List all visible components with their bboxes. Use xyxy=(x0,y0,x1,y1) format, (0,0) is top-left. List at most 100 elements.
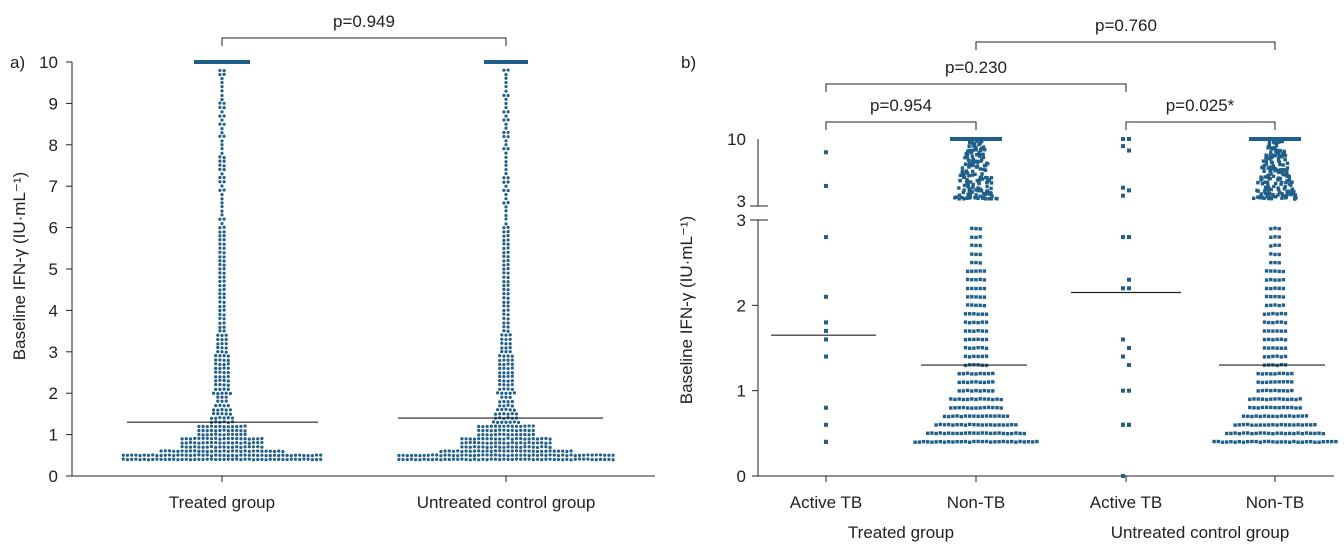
panel-b-point-nontb-upper xyxy=(1285,172,1289,176)
panel-a-point xyxy=(222,267,226,271)
panel-b-point-nontb-upper xyxy=(981,152,985,157)
panel-b-bracket-untreated xyxy=(1125,121,1276,130)
panel-b-point-active-treated xyxy=(824,320,828,325)
panel-b-point-nontb xyxy=(970,397,974,401)
panel-b-point-nontb-upper xyxy=(1262,163,1266,168)
panel-a-point xyxy=(506,329,510,333)
panel-a-point xyxy=(500,333,504,337)
panel-a-point xyxy=(209,416,214,420)
panel-b-point-nontb xyxy=(980,320,984,324)
panel-b-point-nontb xyxy=(1258,440,1262,444)
panel-b-point-nontb xyxy=(1246,414,1250,418)
panel-b-point-nontb-upper xyxy=(968,180,973,184)
panel-a-point xyxy=(193,453,197,457)
panel-a-point xyxy=(222,441,226,445)
panel-b-point-nontb xyxy=(976,439,980,444)
panel-a-point xyxy=(527,453,531,458)
panel-a-point xyxy=(220,139,224,143)
panel-b-point-nontb xyxy=(999,406,1003,410)
panel-a-point xyxy=(506,374,510,379)
panel-a-y-tick-label: 7 xyxy=(49,177,58,196)
panel-a-points xyxy=(121,60,615,462)
panel-b-point-nontb xyxy=(942,414,947,419)
panel-b-point-nontb xyxy=(963,320,968,324)
panel-a-point xyxy=(205,425,209,429)
panel-a-point xyxy=(293,457,298,461)
panel-a-point xyxy=(504,342,508,346)
panel-b-point-nontb-upper xyxy=(977,150,981,155)
panel-b-point-nontb xyxy=(1273,269,1277,273)
panel-a-point xyxy=(201,428,205,433)
panel-b-point-nontb xyxy=(1281,295,1286,299)
panel-a-point xyxy=(504,114,508,118)
panel-b-point-nontb xyxy=(978,243,982,248)
panel-b-point-nontb-upper xyxy=(990,194,994,198)
panel-a-point xyxy=(218,305,222,309)
panel-a-point xyxy=(544,449,548,453)
panel-b-point-nontb xyxy=(1334,439,1338,444)
panel-b-point-nontb xyxy=(1271,414,1275,419)
panel-b-point-nontb xyxy=(1260,405,1265,410)
panel-a-point xyxy=(510,362,514,366)
panel-b-point-nontb-upper xyxy=(1265,180,1270,184)
panel-a-point xyxy=(519,457,523,461)
panel-b-point-active-untreated xyxy=(1121,235,1125,240)
panel-b-point-nontb xyxy=(965,388,970,393)
panel-b-point-nontb xyxy=(942,431,947,436)
panel-a-point xyxy=(493,441,498,445)
panel-b-point-nontb xyxy=(972,414,976,418)
panel-a-point xyxy=(239,424,243,428)
panel-b-point-nontb xyxy=(1281,397,1286,401)
panel-b-point-nontb xyxy=(1275,337,1279,342)
panel-a-point xyxy=(523,428,527,432)
panel-a-point xyxy=(243,437,247,441)
panel-a-point xyxy=(222,156,226,160)
panel-b-point-nontb xyxy=(1296,431,1300,435)
panel-b-point-nontb-upper xyxy=(983,148,987,152)
panel-b-point-nontb xyxy=(986,405,991,410)
panel-b-point-nontb xyxy=(1273,388,1277,393)
panel-b-point-nontb xyxy=(963,346,968,350)
panel-b-point-nontb xyxy=(1290,405,1294,410)
panel-a-point xyxy=(506,135,510,139)
panel-a-point xyxy=(214,354,218,358)
panel-b-point-nontb xyxy=(934,431,938,436)
panel-a-point xyxy=(504,395,508,399)
panel-a-point xyxy=(544,453,548,457)
panel-b-point-nontb xyxy=(1250,423,1254,427)
panel-b-point-nontb xyxy=(1281,286,1286,291)
panel-b-point-nontb xyxy=(1264,405,1269,410)
panel-b-point-nontb-upper xyxy=(974,147,978,151)
panel-a-point xyxy=(220,118,224,122)
panel-a-point xyxy=(222,246,226,250)
panel-a-point xyxy=(218,358,222,362)
panel-a-point xyxy=(468,437,472,441)
panel-a-point xyxy=(218,292,222,296)
panel-b-point-nontb xyxy=(972,346,976,350)
panel-b-point-nontb-upper xyxy=(1276,177,1280,182)
panel-b-point-nontb xyxy=(970,389,974,393)
panel-b-point-nontb-upper xyxy=(1280,155,1284,159)
panel-a-point xyxy=(502,325,506,329)
panel-b-point-nontb-upper xyxy=(973,196,977,200)
panel-a-point xyxy=(272,449,277,454)
panel-b-point-nontb xyxy=(1288,431,1292,436)
panel-b-point-nontb xyxy=(982,295,987,299)
panel-a-point xyxy=(218,188,222,192)
panel-b-point-nontb xyxy=(1277,252,1281,257)
panel-a-point xyxy=(197,441,201,445)
panel-a-point xyxy=(510,445,514,449)
panel-a-point xyxy=(506,354,510,358)
panel-a-point xyxy=(510,366,514,370)
panel-a-point xyxy=(506,118,510,122)
panel-a-point xyxy=(523,424,527,428)
panel-b-point-nontb xyxy=(942,423,947,427)
panel-b-point-nontb xyxy=(1300,431,1304,436)
panel-b-point-nontb-upper xyxy=(1252,196,1256,201)
panel-b-point-active-treated xyxy=(824,337,828,342)
panel-b-point-nontb-upper xyxy=(995,196,999,201)
panel-b-point-nontb xyxy=(978,406,982,410)
panel-b-point-nontb-upper xyxy=(1273,139,1278,144)
panel-b-point-nontb xyxy=(1285,372,1290,376)
panel-b-point-nontb-upper xyxy=(1277,160,1282,164)
